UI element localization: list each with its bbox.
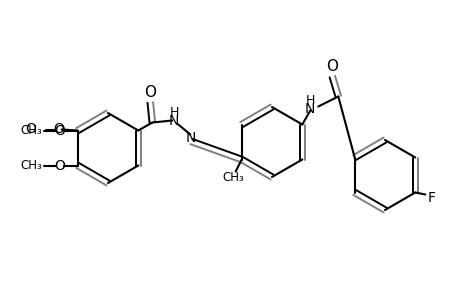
Text: O: O [54, 124, 65, 137]
Text: H: H [169, 106, 179, 119]
Text: F: F [426, 191, 434, 206]
Text: O: O [325, 59, 337, 74]
Text: N: N [186, 130, 196, 145]
Text: CH₃: CH₃ [222, 171, 244, 184]
Text: H: H [305, 94, 314, 107]
Text: N: N [169, 113, 179, 128]
Text: O: O [53, 122, 64, 136]
Text: O: O [144, 85, 156, 100]
Text: CH₃: CH₃ [21, 159, 43, 172]
Text: N: N [304, 101, 315, 116]
Text: CH₃: CH₃ [21, 124, 43, 137]
Text: O: O [25, 122, 36, 136]
Text: O: O [54, 158, 65, 172]
